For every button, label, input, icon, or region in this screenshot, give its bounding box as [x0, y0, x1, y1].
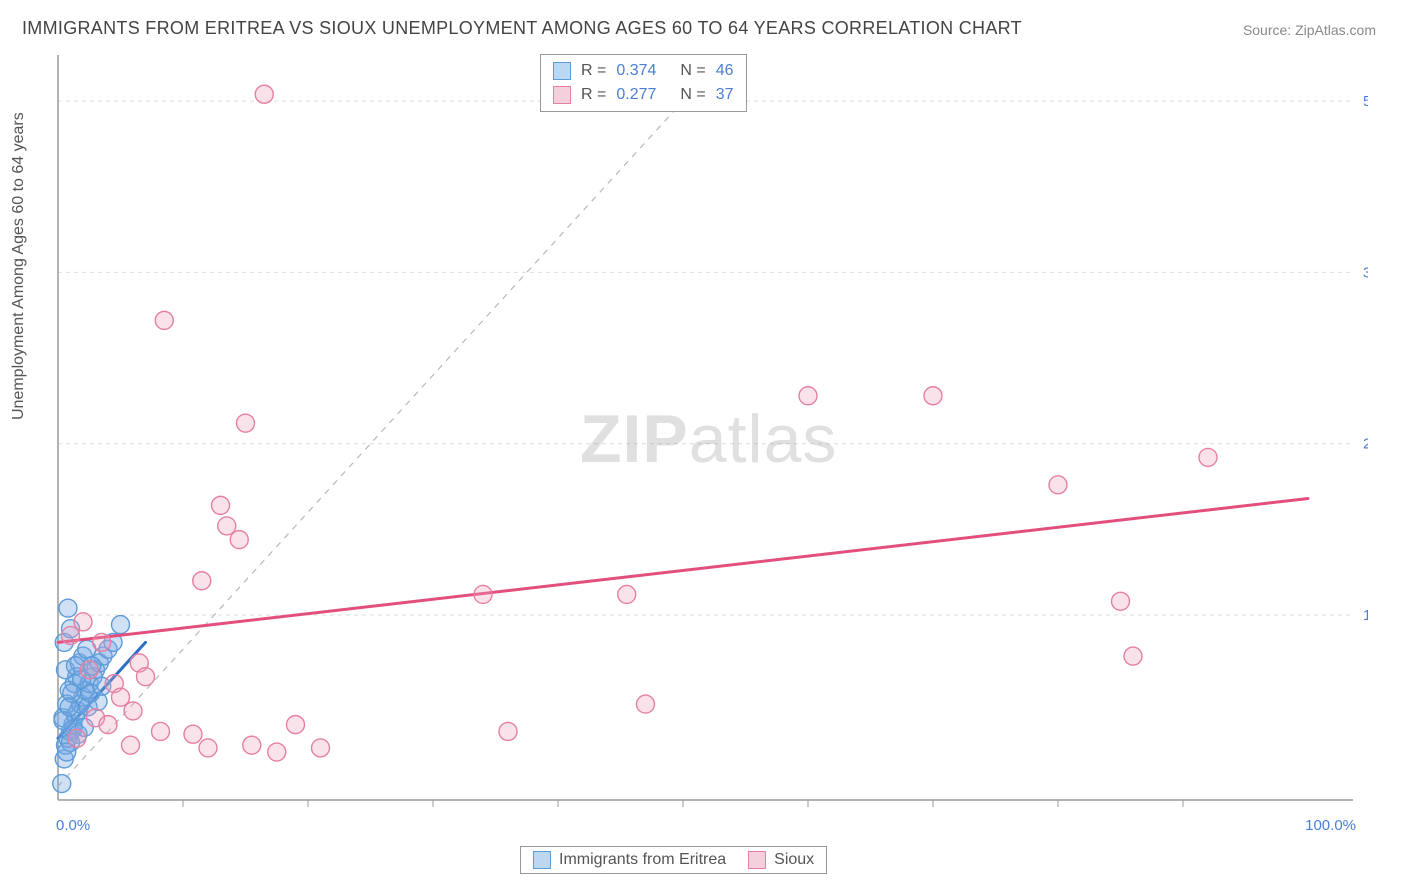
- svg-text:37.5%: 37.5%: [1363, 264, 1368, 281]
- r-label: R =: [581, 86, 606, 104]
- n-value: 37: [716, 86, 734, 104]
- legend-swatch: [553, 62, 571, 80]
- legend-row: R = 0.374 N = 46: [553, 59, 734, 83]
- correlation-legend: R = 0.374 N = 46 R = 0.277 N = 37: [540, 54, 747, 112]
- legend-swatch: [533, 851, 551, 869]
- legend-label: Sioux: [774, 851, 814, 869]
- n-label: N =: [680, 86, 705, 104]
- svg-text:50.0%: 50.0%: [1363, 93, 1368, 110]
- svg-text:12.5%: 12.5%: [1363, 607, 1368, 624]
- plot-svg: 12.5% 25.0% 37.5% 50.0% 0.0% 100.0%: [48, 50, 1368, 840]
- r-label: R =: [581, 62, 606, 80]
- source-prefix: Source:: [1243, 22, 1295, 38]
- r-value: 0.374: [616, 62, 656, 80]
- n-value: 46: [716, 62, 734, 80]
- legend-swatch: [748, 851, 766, 869]
- svg-text:0.0%: 0.0%: [56, 817, 90, 834]
- scatter-plot: 12.5% 25.0% 37.5% 50.0% 0.0% 100.0%: [48, 50, 1368, 840]
- chart-title: IMMIGRANTS FROM ERITREA VS SIOUX UNEMPLO…: [22, 18, 1022, 39]
- n-label: N =: [680, 62, 705, 80]
- legend-label: Immigrants from Eritrea: [559, 851, 726, 869]
- svg-text:25.0%: 25.0%: [1363, 436, 1368, 453]
- svg-text:100.0%: 100.0%: [1305, 817, 1356, 834]
- legend-swatch: [553, 86, 571, 104]
- legend-item: Immigrants from Eritrea: [533, 851, 726, 869]
- source-attribution: Source: ZipAtlas.com: [1243, 22, 1376, 38]
- source-link[interactable]: ZipAtlas.com: [1295, 22, 1376, 38]
- series-legend: Immigrants from Eritrea Sioux: [520, 846, 827, 874]
- legend-item: Sioux: [748, 851, 814, 869]
- legend-row: R = 0.277 N = 37: [553, 83, 734, 107]
- y-axis-label: Unemployment Among Ages 60 to 64 years: [10, 112, 28, 420]
- r-value: 0.277: [616, 86, 656, 104]
